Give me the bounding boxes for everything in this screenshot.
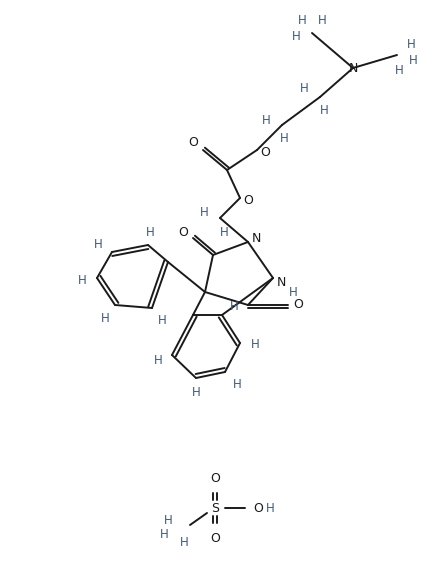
Text: H: H [101, 312, 109, 325]
Text: H: H [266, 501, 274, 514]
Text: H: H [230, 301, 238, 314]
Text: O: O [210, 532, 220, 545]
Text: H: H [192, 387, 201, 400]
Text: O: O [188, 136, 198, 149]
Text: H: H [292, 29, 300, 43]
Text: O: O [260, 146, 270, 159]
Text: O: O [253, 501, 263, 514]
Text: H: H [94, 238, 102, 250]
Text: N: N [348, 61, 358, 74]
Text: H: H [289, 285, 297, 298]
Text: H: H [395, 64, 403, 77]
Text: H: H [146, 225, 154, 239]
Text: H: H [153, 355, 162, 367]
Text: N: N [276, 276, 286, 288]
Text: H: H [409, 54, 417, 67]
Text: H: H [160, 528, 168, 542]
Text: H: H [251, 339, 259, 352]
Text: H: H [78, 274, 86, 287]
Text: H: H [220, 225, 228, 239]
Text: H: H [320, 105, 328, 118]
Text: H: H [279, 132, 288, 146]
Text: H: H [298, 13, 307, 26]
Text: N: N [251, 232, 261, 245]
Text: H: H [233, 377, 242, 391]
Text: H: H [262, 113, 270, 126]
Text: O: O [178, 225, 188, 239]
Text: O: O [293, 298, 303, 311]
Text: H: H [300, 82, 308, 95]
Text: H: H [317, 13, 327, 26]
Text: S: S [211, 501, 219, 514]
Text: H: H [200, 207, 208, 219]
Text: O: O [210, 472, 220, 484]
Text: H: H [180, 536, 188, 549]
Text: O: O [243, 194, 253, 207]
Text: H: H [407, 39, 416, 51]
Text: H: H [158, 314, 167, 326]
Text: H: H [164, 514, 172, 526]
